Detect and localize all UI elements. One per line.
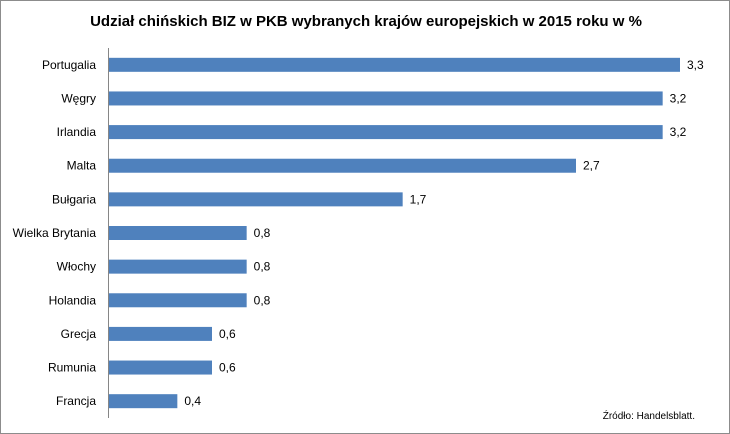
category-label: Bułgaria: [52, 192, 96, 206]
source-note: Źródło: Handelsblatt.: [602, 411, 695, 422]
category-label: Rumunia: [48, 361, 96, 375]
category-label: Portugalia: [42, 58, 96, 72]
bar: [108, 57, 680, 72]
category-label: Malta: [67, 159, 97, 173]
data-label: 0,8: [254, 226, 271, 240]
bar: [108, 360, 212, 375]
data-label: 3,3: [687, 58, 704, 72]
bar: [108, 259, 247, 274]
category-label: Grecja: [61, 327, 97, 341]
category-label: Irlandia: [57, 125, 97, 139]
data-label: 0,6: [219, 361, 236, 375]
bar: [108, 91, 663, 106]
category-label: Holandia: [49, 293, 97, 307]
chart-title: Udział chińskich BIZ w PKB wybranych kra…: [90, 13, 642, 30]
bar: [108, 158, 576, 173]
bar: [108, 293, 247, 308]
data-label: 0,8: [254, 260, 271, 274]
data-label: 0,4: [184, 394, 201, 408]
category-label: Węgry: [61, 91, 96, 105]
category-label: Francja: [56, 394, 96, 408]
bar: [108, 226, 247, 240]
data-label: 0,8: [254, 293, 271, 307]
bar: [108, 192, 403, 207]
bar: [108, 125, 663, 140]
data-label: 2,7: [583, 159, 600, 173]
bar: [108, 326, 212, 341]
category-label: Wielka Brytania: [13, 226, 97, 240]
category-label: Włochy: [57, 260, 96, 274]
data-label: 3,2: [670, 125, 687, 139]
data-label: 3,2: [670, 91, 687, 105]
bar: [108, 394, 178, 409]
data-label: 1,7: [410, 192, 427, 206]
data-label: 0,6: [219, 327, 236, 341]
